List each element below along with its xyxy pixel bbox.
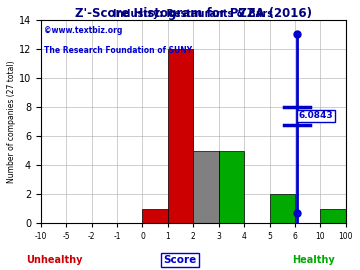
Bar xyxy=(143,209,168,224)
Bar xyxy=(168,49,193,224)
Text: Unhealthy: Unhealthy xyxy=(26,255,82,265)
Bar xyxy=(270,194,295,224)
Title: Z'-Score Histogram for PZZA (2016): Z'-Score Histogram for PZZA (2016) xyxy=(75,7,312,20)
Bar xyxy=(219,151,244,224)
Text: The Research Foundation of SUNY: The Research Foundation of SUNY xyxy=(44,46,192,55)
Text: Healthy: Healthy xyxy=(292,255,334,265)
Bar xyxy=(320,209,346,224)
Bar xyxy=(193,151,219,224)
Text: 6.0843: 6.0843 xyxy=(298,111,333,120)
Text: ©www.textbiz.org: ©www.textbiz.org xyxy=(44,26,122,35)
Y-axis label: Number of companies (27 total): Number of companies (27 total) xyxy=(7,60,16,183)
Text: Score: Score xyxy=(163,255,197,265)
Text: Industry: Restaurants & Bars: Industry: Restaurants & Bars xyxy=(113,9,273,19)
